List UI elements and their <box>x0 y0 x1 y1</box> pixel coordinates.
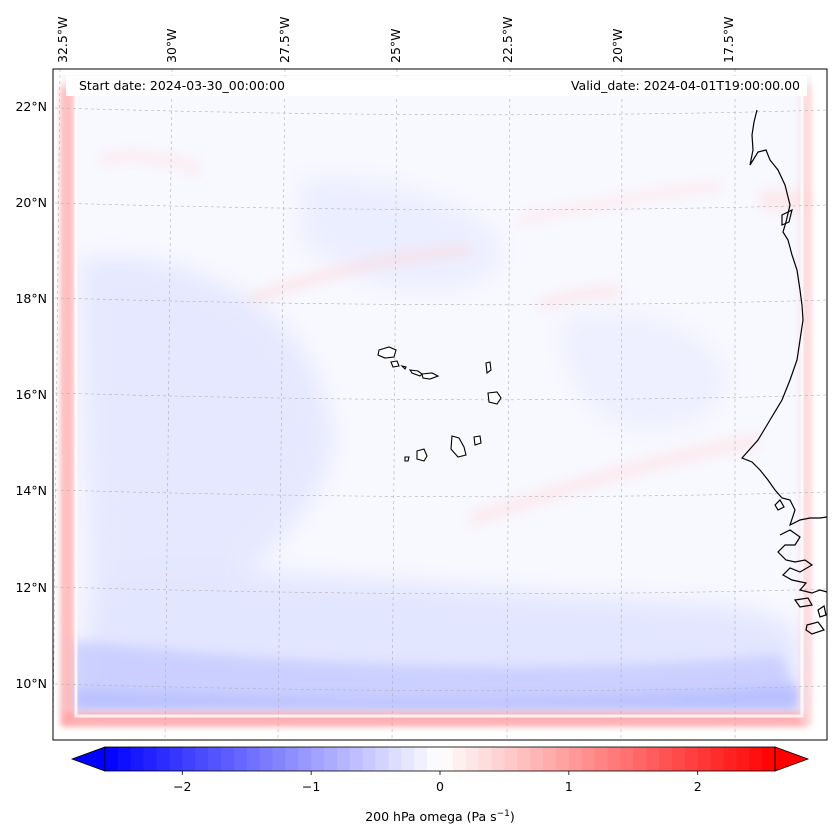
colorbar-step <box>117 747 132 771</box>
colorbar-step <box>581 747 596 771</box>
island-santiago <box>450 435 467 458</box>
colorbar-step <box>671 747 686 771</box>
colorbar-step <box>259 747 273 771</box>
colorbar-tick-label: 1 <box>565 779 573 794</box>
colorbar-step <box>710 747 724 771</box>
colorbar-step <box>440 747 454 771</box>
colorbar-step <box>233 747 248 771</box>
colorbar-step <box>388 747 402 771</box>
colorbar-step <box>375 747 389 771</box>
lat-label-16n: 16°N <box>15 387 47 402</box>
colorbar-step <box>401 747 415 771</box>
colorbar-step <box>568 747 583 771</box>
colorbar-step <box>491 747 505 771</box>
colorbar-step <box>749 747 763 771</box>
start-date-label: Start date: 2024-03-30_00:00:00 <box>79 78 285 93</box>
colorbar-step <box>298 747 312 771</box>
colorbar-step <box>285 747 299 771</box>
colorbar-step <box>130 747 145 771</box>
colorbar-step <box>530 747 544 771</box>
colorbar-step <box>427 747 441 771</box>
colorbar-step <box>736 747 750 771</box>
colorbar-step <box>414 747 428 771</box>
colorbar-step <box>246 747 261 771</box>
colorbar-step <box>272 747 286 771</box>
colorbar-step <box>723 747 737 771</box>
lat-label-22n: 22°N <box>15 99 47 114</box>
island-santa-luzia <box>400 364 407 370</box>
colorbar-step <box>762 747 776 771</box>
colorbar-step <box>208 747 222 771</box>
lat-label-10n: 10°N <box>15 676 47 691</box>
lon-label-22-5w: 22.5°W <box>500 17 515 63</box>
colorbar-extend-min <box>70 746 106 772</box>
colorbar-step <box>105 747 119 771</box>
gridlines <box>53 69 827 740</box>
colorbar-step <box>143 747 157 771</box>
colorbar-step <box>220 747 235 771</box>
island-fogo <box>416 448 428 462</box>
island-boa-vista <box>487 391 502 405</box>
colorbar-step <box>452 747 467 771</box>
island-brava <box>404 456 410 462</box>
colorbar-step <box>195 747 209 771</box>
colorbar-step <box>543 747 557 771</box>
colorbar-step <box>156 747 170 771</box>
colorbar-tick-label: −2 <box>173 779 191 794</box>
map-frame <box>52 68 828 741</box>
colorbar-step <box>169 747 183 771</box>
lon-label-32-5w: 32.5°W <box>55 17 70 63</box>
colorbar-step <box>659 747 673 771</box>
lat-label-12n: 12°N <box>15 580 47 595</box>
colorbar-step <box>311 747 325 771</box>
colorbar-step <box>607 747 621 771</box>
island-santo-antao <box>377 346 397 359</box>
colorbar-step <box>465 747 480 771</box>
colorbar-step <box>555 747 570 771</box>
lat-label-14n: 14°N <box>15 483 47 498</box>
cabo-verde-islands <box>377 346 502 462</box>
latitude-labels: 22°N 20°N 18°N 16°N 14°N 12°N 10°N <box>15 99 47 691</box>
colorbar-ticks: −2 −1 0 1 2 <box>173 771 702 794</box>
lon-label-30w: 30°W <box>164 28 179 63</box>
colorbar-tick-label: 2 <box>694 779 702 794</box>
colorbar-extend-max <box>774 746 810 772</box>
colorbar-step <box>336 747 351 771</box>
colorbar-step <box>182 747 196 771</box>
colorbar-step <box>620 747 634 771</box>
island-sao-vicente <box>390 360 400 368</box>
colorbar-step <box>517 747 531 771</box>
colorbar-step <box>349 747 364 771</box>
colorbar-step <box>684 747 699 771</box>
colorbar-step <box>646 747 660 771</box>
map-panel: Start date: 2024-03-30_00:00:00 Valid_da… <box>53 69 827 740</box>
lat-label-20n: 20°N <box>15 195 47 210</box>
island-sao-nicolau-east <box>421 372 440 380</box>
colorbar-step <box>633 747 647 771</box>
longitude-labels: 32.5°W 30°W 27.5°W 25°W 22.5°W 20°W 17.5… <box>55 17 736 63</box>
colorbar-title: 200 hPa omega (Pa s−1) <box>365 809 515 824</box>
colorbar-step <box>478 747 492 771</box>
colorbar-steps <box>105 747 776 771</box>
lon-label-25w: 25°W <box>388 28 403 63</box>
colorbar-tick-label: 0 <box>436 779 444 794</box>
colorbar-step <box>504 747 518 771</box>
colorbar-step <box>324 747 338 771</box>
lat-label-18n: 18°N <box>15 291 47 306</box>
lon-label-27-5w: 27.5°W <box>277 17 292 63</box>
valid-date-label: Valid_date: 2024-04-01T19:00:00.00 <box>571 78 800 93</box>
colorbar-step <box>697 747 711 771</box>
island-sao-nicolau <box>408 369 423 377</box>
colorbar: −2 −1 0 1 2 200 hPa omega (Pa s−1) <box>70 746 810 824</box>
lon-label-20w: 20°W <box>610 28 625 63</box>
african-coastline <box>740 109 827 635</box>
colorbar-tick-label: −1 <box>302 779 320 794</box>
colorbar-step <box>362 747 376 771</box>
omega-field-positive <box>98 150 810 526</box>
colorbar-step <box>594 747 608 771</box>
island-sal <box>485 361 492 375</box>
lon-label-17-5w: 17.5°W <box>721 17 736 63</box>
island-maio <box>473 435 482 446</box>
